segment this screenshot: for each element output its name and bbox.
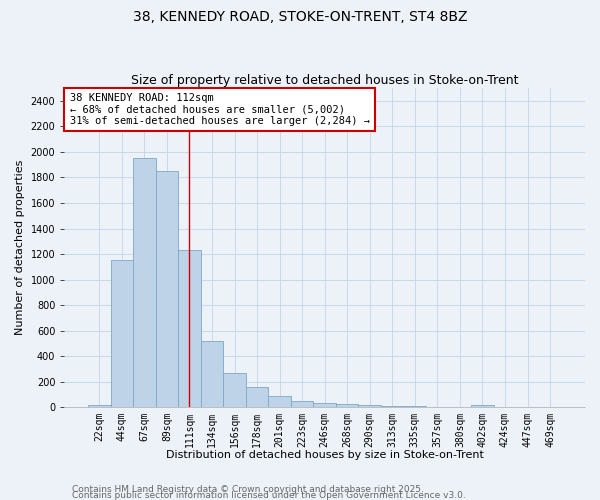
Bar xyxy=(381,406,404,407)
Bar xyxy=(133,158,155,407)
X-axis label: Distribution of detached houses by size in Stoke-on-Trent: Distribution of detached houses by size … xyxy=(166,450,484,460)
Bar xyxy=(404,406,426,407)
Y-axis label: Number of detached properties: Number of detached properties xyxy=(15,160,25,336)
Bar xyxy=(471,405,494,407)
Bar xyxy=(246,388,268,407)
Bar xyxy=(291,402,313,407)
Text: Contains HM Land Registry data © Crown copyright and database right 2025.: Contains HM Land Registry data © Crown c… xyxy=(72,485,424,494)
Bar xyxy=(178,250,200,407)
Bar xyxy=(358,405,381,407)
Text: 38 KENNEDY ROAD: 112sqm
← 68% of detached houses are smaller (5,002)
31% of semi: 38 KENNEDY ROAD: 112sqm ← 68% of detache… xyxy=(70,93,370,126)
Bar xyxy=(110,260,133,407)
Text: Contains public sector information licensed under the Open Government Licence v3: Contains public sector information licen… xyxy=(72,490,466,500)
Bar xyxy=(313,402,336,407)
Bar xyxy=(336,404,358,407)
Bar xyxy=(268,396,291,407)
Bar xyxy=(223,372,246,407)
Text: 38, KENNEDY ROAD, STOKE-ON-TRENT, ST4 8BZ: 38, KENNEDY ROAD, STOKE-ON-TRENT, ST4 8B… xyxy=(133,10,467,24)
Bar xyxy=(155,171,178,407)
Bar xyxy=(200,341,223,407)
Bar xyxy=(88,404,110,407)
Title: Size of property relative to detached houses in Stoke-on-Trent: Size of property relative to detached ho… xyxy=(131,74,518,87)
